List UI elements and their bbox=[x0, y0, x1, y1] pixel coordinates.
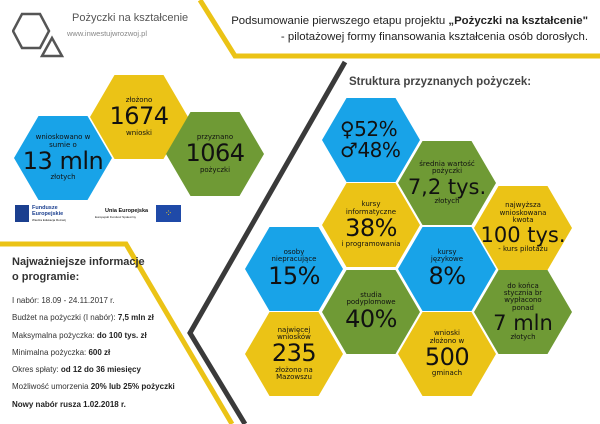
page-title: Podsumowanie pierwszego etapu projektu „… bbox=[198, 13, 588, 45]
hex-region: najwięcej wniosków 235 złożono na Mazows… bbox=[245, 312, 343, 396]
gender-male: ♂48% bbox=[340, 138, 401, 162]
hex-label: studia podyplomowe bbox=[346, 291, 396, 307]
hex-label: złotych bbox=[434, 196, 460, 205]
fe-subtitle: Wiedza Edukacja Rozwój bbox=[32, 218, 66, 222]
title-subtitle: - pilotażowej formy finansowania kształc… bbox=[280, 31, 588, 43]
title-prefix: Podsumowanie pierwszego etapu projektu bbox=[231, 15, 449, 27]
hex-label: - kurs pilotażu bbox=[498, 245, 548, 254]
hex-value: 8% bbox=[428, 261, 466, 290]
hex-value: 38% bbox=[345, 214, 397, 243]
info-item: Maksymalna pożyczka: do 100 tys. zł bbox=[12, 330, 147, 340]
hex-value: 1064 bbox=[185, 139, 245, 168]
hex-language-courses: kursy językowe 8% bbox=[398, 227, 496, 311]
male-icon: ♂ bbox=[340, 138, 358, 162]
structure-title: Struktura przyznanych pożyczek: bbox=[349, 76, 532, 88]
gender-female: ♀52% bbox=[340, 117, 398, 141]
fe-flag-icon bbox=[15, 205, 29, 222]
title-project: „Pożyczki na kształcenie" bbox=[448, 15, 588, 27]
hex-value: 235 bbox=[271, 339, 317, 368]
ue-title: Unia Europejska bbox=[105, 208, 149, 214]
hex-label: złożono bbox=[125, 96, 153, 105]
hex-label: najwięcej wniosków bbox=[277, 325, 311, 342]
fe-title: Fundusze Europejskie bbox=[32, 205, 64, 217]
hex-label: najwyższa wnioskowana kwota bbox=[499, 201, 547, 224]
hex-label: osoby niepracujące bbox=[271, 248, 317, 264]
hex-label: wnioski bbox=[125, 128, 153, 137]
hex-value: 7 mln bbox=[493, 310, 553, 335]
hex-label: pożyczki bbox=[199, 165, 231, 174]
hex-gminas: wnioski złożono w 500 gminach bbox=[398, 312, 496, 396]
brand-url[interactable]: www.inwestujwrozwoj.pl bbox=[67, 29, 148, 38]
info-item: Okres spłaty: od 12 do 36 miesięcy bbox=[12, 365, 141, 375]
eu-flag-icon: ⁘ bbox=[156, 205, 181, 222]
brand-name: Pożyczki na kształcenie bbox=[72, 12, 189, 24]
hex-unemployed: osoby niepracujące 15% bbox=[245, 227, 343, 311]
hex-label: złotych bbox=[50, 173, 76, 182]
program-info: Najważniejsze informacje o programie: I … bbox=[12, 255, 175, 413]
info-item: Możliwość umorzenia 20% lub 25% pożyczki bbox=[12, 382, 175, 392]
hex-label: do końca stycznia br wypłacono ponad bbox=[503, 281, 543, 312]
info-item: Budżet na pożyczki (I nabór): 7,5 mln zł bbox=[12, 313, 154, 323]
hex-average-loan: średnia wartość pożyczki 7,2 tys. złotyc… bbox=[398, 141, 496, 225]
hex-it-courses: kursy informatyczne 38% i programowania bbox=[322, 183, 420, 267]
hex-value: 13 mln bbox=[22, 147, 104, 176]
hex-label: złotych bbox=[510, 333, 536, 342]
hex-label: złożono na Mazowszu bbox=[275, 365, 313, 381]
hex-value: 40% bbox=[345, 304, 397, 333]
hex-label: wnioskowano w sumie o bbox=[35, 133, 91, 149]
female-icon: ♀ bbox=[340, 117, 355, 141]
info-item: Minimalna pożyczka: 600 zł bbox=[12, 347, 111, 357]
hex-value: 1674 bbox=[109, 102, 169, 131]
hex-label: i programowania bbox=[341, 240, 401, 249]
info-footer: Nowy nabór rusza 1.02.2018 r. bbox=[12, 399, 126, 409]
hex-label: przyznano bbox=[196, 133, 234, 142]
hex-value: 15% bbox=[268, 261, 320, 290]
hex-postgrad: studia podyplomowe 40% bbox=[322, 270, 420, 354]
ue-subtitle: Europejski Fundusz Społeczny bbox=[95, 215, 137, 219]
hex-label: średnia wartość pożyczki bbox=[419, 159, 475, 176]
hex-label: kursy informatyczne bbox=[345, 200, 397, 216]
hex-gender: ♀52% ♂48% bbox=[322, 98, 420, 182]
info-item: I nabór: 18.09 - 24.11.2017 r. bbox=[12, 296, 115, 305]
hex-requested-amount: wnioskowano w sumie o 13 mln złotych bbox=[14, 116, 112, 200]
logo-icon bbox=[12, 12, 65, 58]
hex-value: 7,2 tys. bbox=[407, 174, 487, 199]
hex-label: kursy językowe bbox=[430, 248, 464, 264]
hex-value: 100 tys. bbox=[480, 223, 566, 248]
hex-label: gminach bbox=[431, 369, 463, 378]
hex-value: 500 bbox=[424, 343, 470, 372]
hex-label: wnioski złożono w bbox=[429, 329, 465, 345]
info-title: Najważniejsze informacje o programie: bbox=[12, 256, 145, 283]
